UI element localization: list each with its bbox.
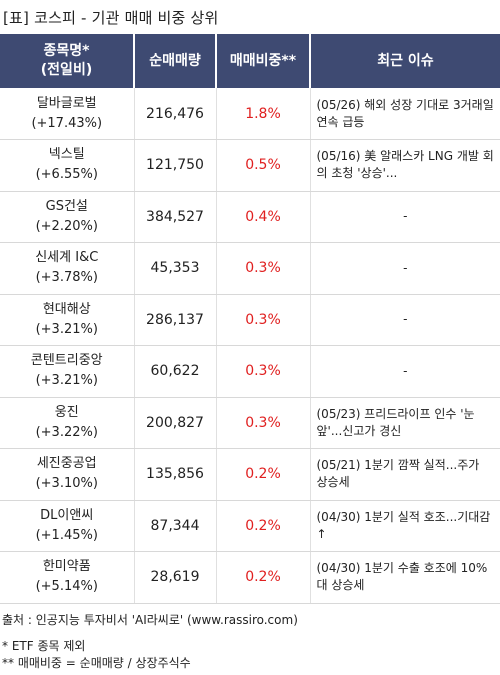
stock-change: (+2.20%) [35, 218, 98, 234]
stock-change: (+6.55%) [35, 167, 98, 183]
stock-change: (+3.22%) [35, 424, 98, 440]
net-volume: 87,344 [134, 500, 217, 552]
stock-cell: GS건설 (+2.20%) [0, 191, 135, 243]
recent-issue: (05/23) 프리드라이프 인수 '눈앞'...신고가 경신 [310, 397, 500, 449]
table-row: 신세계 I&C (+3.78%) 45,353 0.3% - [0, 242, 500, 295]
stock-name: 세진중공업 [36, 456, 97, 472]
net-volume: 45,353 [134, 242, 217, 295]
stock-change: (+17.43%) [31, 115, 103, 131]
stock-change: (+5.14%) [35, 579, 98, 595]
institution-trading-table: 종목명* (전일비) 순매매량 매매비중** 최근 이슈 달바글로벌 (+17.4… [0, 34, 500, 604]
stock-name: 넥스틸 [48, 147, 85, 163]
stock-cell: 넥스틸 (+6.55%) [0, 139, 135, 192]
table-row: 세진중공업 (+3.10%) 135,856 0.2% (05/21) 1분기 깜짝 실… [0, 448, 500, 501]
footer-source: 출처 : 인공지능 투자비서 'AI라씨로' (www.rassiro.com) [2, 613, 298, 627]
header-ratio: 매매비중** [216, 34, 311, 88]
recent-issue: (04/30) 1분기 실적 호조...기대감↑ [310, 500, 500, 552]
recent-issue: - [310, 191, 500, 243]
stock-change: (+3.78%) [35, 270, 98, 286]
stock-cell: 신세계 I&C (+3.78%) [0, 242, 135, 295]
recent-issue: (05/21) 1분기 깜짝 실적...주가 상승세 [310, 448, 500, 501]
trade-ratio: 0.2% [216, 500, 311, 552]
net-volume: 216,476 [134, 88, 217, 140]
table-row: 콘텐트리중앙 (+3.21%) 60,622 0.3% - [0, 345, 500, 398]
table-row: DL이앤씨 (+1.45%) 87,344 0.2% (04/30) 1분기 실적 호조… [0, 500, 500, 552]
header-name: 종목명* (전일비) [0, 34, 135, 88]
recent-issue: - [310, 345, 500, 398]
recent-issue: (05/16) 美 알래스카 LNG 개발 회의 초청 '상승'... [310, 139, 500, 192]
stock-change: (+3.21%) [35, 373, 98, 389]
header-name-line1: 종목명* [43, 43, 90, 59]
trade-ratio: 0.3% [216, 345, 311, 398]
trade-ratio: 0.2% [216, 448, 311, 501]
trade-ratio: 0.5% [216, 139, 311, 192]
stock-change: (+3.10%) [35, 476, 98, 492]
recent-issue: - [310, 294, 500, 346]
trade-ratio: 0.3% [216, 242, 311, 295]
table-row: GS건설 (+2.20%) 384,527 0.4% - [0, 191, 500, 243]
stock-cell: 달바글로벌 (+17.43%) [0, 88, 135, 140]
stock-change: (+1.45%) [35, 527, 98, 543]
stock-name: GS건설 [45, 198, 88, 214]
trade-ratio: 0.4% [216, 191, 311, 243]
stock-name: 신세계 I&C [35, 250, 99, 266]
trade-ratio: 0.3% [216, 397, 311, 449]
table-row: 한미약품 (+5.14%) 28,619 0.2% (04/30) 1분기 수출 호조에… [0, 551, 500, 604]
net-volume: 286,137 [134, 294, 217, 346]
trade-ratio: 0.3% [216, 294, 311, 346]
stock-cell: 현대해상 (+3.21%) [0, 294, 135, 346]
recent-issue: (05/26) 해외 성장 기대로 3거래일 연속 급등 [310, 88, 500, 140]
stock-name: 현대해상 [42, 301, 91, 317]
table-row: 현대해상 (+3.21%) 286,137 0.3% - [0, 294, 500, 346]
table-row: 웅진 (+3.22%) 200,827 0.3% (05/23) 프리드라이프 인수 '… [0, 397, 500, 449]
stock-name: 달바글로벌 [36, 95, 97, 111]
stock-name: DL이앤씨 [40, 507, 94, 523]
net-volume: 28,619 [134, 551, 217, 604]
stock-name: 콘텐트리중앙 [30, 353, 103, 369]
footer-note-etf: * ETF 종목 제외 [2, 639, 86, 653]
header-name-line2: (전일비) [40, 62, 93, 78]
net-volume: 384,527 [134, 191, 217, 243]
header-volume: 순매매량 [134, 34, 217, 88]
stock-cell: 한미약품 (+5.14%) [0, 551, 135, 604]
net-volume: 121,750 [134, 139, 217, 192]
trade-ratio: 0.2% [216, 551, 311, 604]
net-volume: 135,856 [134, 448, 217, 501]
header-issue: 최근 이슈 [310, 34, 500, 88]
net-volume: 60,622 [134, 345, 217, 398]
stock-cell: 웅진 (+3.22%) [0, 397, 135, 449]
recent-issue: - [310, 242, 500, 295]
table-row: 넥스틸 (+6.55%) 121,750 0.5% (05/16) 美 알래스카 LNG… [0, 139, 500, 192]
table-row: 달바글로벌 (+17.43%) 216,476 1.8% (05/26) 해외 성장 기… [0, 88, 500, 140]
stock-cell: 콘텐트리중앙 (+3.21%) [0, 345, 135, 398]
stock-change: (+3.21%) [35, 321, 98, 337]
page-title: [표] 코스피 - 기관 매매 비중 상위 [3, 9, 219, 27]
stock-name: 한미약품 [42, 559, 91, 575]
trade-ratio: 1.8% [216, 88, 311, 140]
table-header-row: 종목명* (전일비) 순매매량 매매비중** 최근 이슈 [0, 34, 500, 88]
stock-name: 웅진 [54, 404, 79, 420]
stock-cell: DL이앤씨 (+1.45%) [0, 500, 135, 552]
footer-note-ratio: ** 매매비중 = 순매매량 / 상장주식수 [2, 656, 191, 670]
recent-issue: (04/30) 1분기 수출 호조에 10%대 상승세 [310, 551, 500, 604]
stock-cell: 세진중공업 (+3.10%) [0, 448, 135, 501]
net-volume: 200,827 [134, 397, 217, 449]
